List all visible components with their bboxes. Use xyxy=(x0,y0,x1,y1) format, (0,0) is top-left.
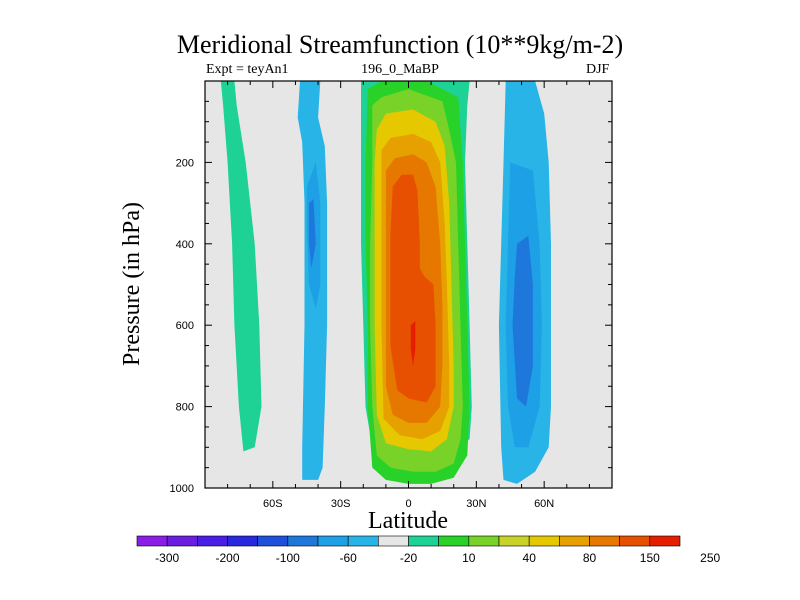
colorbar-label: -60 xyxy=(340,551,358,565)
y-tick-label: 800 xyxy=(176,402,194,414)
colorbar-swatch xyxy=(528,535,560,547)
colorbar-swatch xyxy=(559,535,590,547)
x-tick-label: 0 xyxy=(405,498,411,510)
colorbar-swatch xyxy=(589,535,620,547)
colorbar-swatch xyxy=(347,535,379,547)
colorbar-label: 40 xyxy=(523,551,537,565)
x-tick-label: 60S xyxy=(263,498,283,510)
colorbar-swatch xyxy=(166,535,198,547)
y-axis-label: Pressure (in hPa) xyxy=(119,202,145,366)
colorbar-swatch xyxy=(227,535,258,547)
colorbar-swatch xyxy=(197,535,228,547)
colorbar-swatch xyxy=(257,535,289,547)
colorbar-swatch xyxy=(619,535,651,547)
colorbar-swatch xyxy=(468,535,500,547)
colorbar-swatch xyxy=(438,535,470,547)
subtitle-label: 196_0_MaBP xyxy=(361,62,439,77)
experiment-label: Expt = teyAn1 xyxy=(206,62,289,77)
colorbar-swatch xyxy=(378,535,409,547)
x-tick-label: 30N xyxy=(466,498,486,510)
colorbar-label: 250 xyxy=(700,551,720,565)
x-tick-label: 30S xyxy=(331,498,351,510)
colorbar-label: -300 xyxy=(155,551,179,565)
colorbar-label: 80 xyxy=(583,551,597,565)
y-tick-label: 1000 xyxy=(170,483,194,495)
colorbar-swatch xyxy=(136,535,168,547)
contour-hadley-300 xyxy=(390,174,436,403)
contour-hadley-core xyxy=(410,321,416,366)
colorbar-swatch xyxy=(408,535,439,547)
y-tick-label: 600 xyxy=(176,320,194,332)
colorbar-label: 150 xyxy=(640,551,660,565)
colorbar-label: 10 xyxy=(462,551,476,565)
y-tick-label: 200 xyxy=(176,157,194,169)
x-tick-label: 60N xyxy=(534,498,554,510)
contour-nh-ferrel-core xyxy=(512,235,533,407)
x-axis-label: Latitude xyxy=(368,508,448,534)
colorbar-swatch xyxy=(287,535,319,547)
colorbar-label: -100 xyxy=(276,551,300,565)
colorbar-swatch xyxy=(317,535,349,547)
colorbar-label: -200 xyxy=(215,551,239,565)
contour-sh-polar-cell xyxy=(220,81,262,452)
chart-title: Meridional Streamfunction (10**9kg/m-2) xyxy=(176,30,624,59)
colorbar-label: -20 xyxy=(400,551,418,565)
colorbar-swatch xyxy=(498,535,530,547)
contour-sh-ferrel-core xyxy=(309,199,316,269)
colorbar-swatch xyxy=(649,535,681,547)
season-label: DJF xyxy=(586,62,610,77)
y-tick-label: 400 xyxy=(176,239,194,251)
